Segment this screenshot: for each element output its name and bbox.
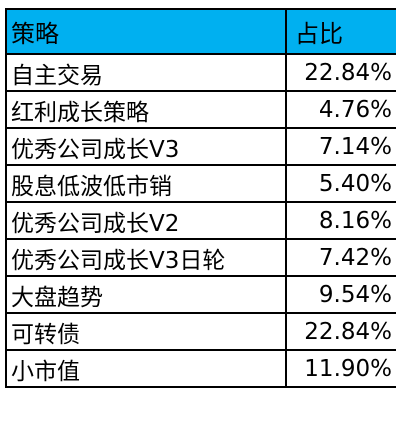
ratio-value-cell[interactable]: 22.84% — [285, 312, 398, 351]
ratio-value-cell[interactable]: 4.76% — [285, 90, 398, 129]
strategy-name-cell[interactable]: 优秀公司成长V3日轮 — [5, 238, 287, 277]
table-row: 小市值 11.90% — [5, 349, 398, 388]
strategy-name-cell[interactable]: 大盘趋势 — [5, 275, 287, 314]
table-row: 自主交易 22.84% — [5, 53, 398, 92]
strategy-name-cell[interactable]: 优秀公司成长V2 — [5, 201, 287, 240]
table-row: 优秀公司成长V3日轮 7.42% — [5, 238, 398, 277]
strategy-name-cell[interactable]: 小市值 — [5, 349, 287, 388]
ratio-value-cell[interactable]: 7.42% — [285, 238, 398, 277]
ratio-value-cell[interactable]: 11.90% — [285, 349, 398, 388]
table-row: 红利成长策略 4.76% — [5, 90, 398, 129]
strategy-allocation-table: 策略 占比 自主交易 22.84% 红利成长策略 4.76% 优秀公司成长V3 … — [5, 8, 398, 388]
header-row: 策略 占比 — [5, 8, 398, 55]
strategy-name-cell[interactable]: 优秀公司成长V3 — [5, 127, 287, 166]
header-cell-ratio[interactable]: 占比 — [285, 8, 398, 55]
ratio-value-cell[interactable]: 7.14% — [285, 127, 398, 166]
ratio-value-cell[interactable]: 5.40% — [285, 164, 398, 203]
table-row: 股息低波低市销 5.40% — [5, 164, 398, 203]
strategy-name-cell[interactable]: 可转债 — [5, 312, 287, 351]
strategy-name-cell[interactable]: 股息低波低市销 — [5, 164, 287, 203]
table-row: 优秀公司成长V3 7.14% — [5, 127, 398, 166]
strategy-name-cell[interactable]: 红利成长策略 — [5, 90, 287, 129]
ratio-value-cell[interactable]: 22.84% — [285, 53, 398, 92]
strategy-name-cell[interactable]: 自主交易 — [5, 53, 287, 92]
ratio-value-cell[interactable]: 8.16% — [285, 201, 398, 240]
ratio-value-cell[interactable]: 9.54% — [285, 275, 398, 314]
table-row: 优秀公司成长V2 8.16% — [5, 201, 398, 240]
header-cell-strategy[interactable]: 策略 — [5, 8, 287, 55]
table-row: 大盘趋势 9.54% — [5, 275, 398, 314]
top-strip — [0, 0, 401, 8]
table-row: 可转债 22.84% — [5, 312, 398, 351]
sheet-right-margin — [396, 0, 401, 435]
